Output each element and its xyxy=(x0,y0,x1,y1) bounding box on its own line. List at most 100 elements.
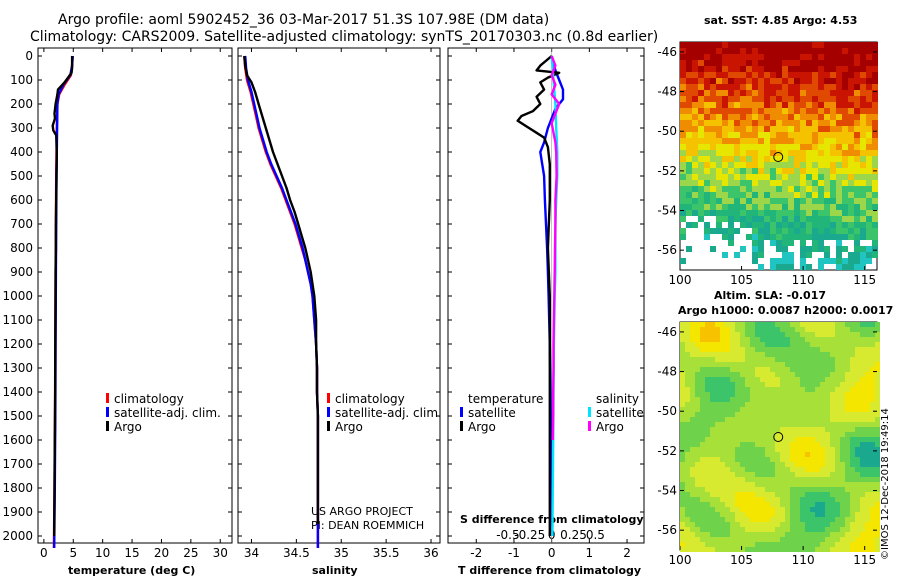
sla-cell xyxy=(700,327,705,332)
map-x-tick-label: 100 xyxy=(669,553,692,567)
sla-cell xyxy=(685,497,690,502)
sla-cell xyxy=(820,352,825,357)
sla-cell xyxy=(745,372,750,377)
sla-cell xyxy=(805,377,810,382)
sla-cell xyxy=(815,457,820,462)
sla-cell xyxy=(790,497,795,502)
sla-cell xyxy=(805,532,810,537)
sla-cell xyxy=(840,417,845,422)
sla-cell xyxy=(760,322,765,327)
sla-cell xyxy=(680,402,685,407)
sla-cell xyxy=(850,367,855,372)
sla-cell xyxy=(815,467,820,472)
sla-cell xyxy=(705,517,710,522)
sst-cell xyxy=(746,78,752,84)
sst-cell xyxy=(764,114,770,120)
sla-cell xyxy=(785,457,790,462)
sst-cell xyxy=(830,138,836,144)
sst-cell xyxy=(686,162,692,168)
salinity-legend: climatology satellite-adj. clim. Argo xyxy=(327,392,442,434)
sla-cell xyxy=(800,487,805,492)
sla-cell xyxy=(745,517,750,522)
sst-cell xyxy=(830,96,836,102)
sla-cell xyxy=(805,347,810,352)
sla-cell xyxy=(730,337,735,342)
sla-cell xyxy=(865,382,870,387)
sst-cell xyxy=(686,150,692,156)
sst-cell xyxy=(836,240,842,246)
sla-cell xyxy=(825,482,830,487)
salinity-lines xyxy=(243,55,320,548)
sla-cell xyxy=(850,527,855,532)
sla-cell xyxy=(680,427,685,432)
sst-cell xyxy=(710,192,716,198)
sla-cell xyxy=(875,327,880,332)
sla-cell xyxy=(755,352,760,357)
sst-cell xyxy=(758,108,764,114)
sst-cell xyxy=(806,216,812,222)
sst-cell xyxy=(734,78,740,84)
sla-cell xyxy=(745,407,750,412)
sst-cell xyxy=(734,120,740,126)
sst-cell xyxy=(770,108,776,114)
sla-cell xyxy=(810,387,815,392)
sla-cell xyxy=(820,382,825,387)
sla-cell xyxy=(845,357,850,362)
sla-cell xyxy=(685,472,690,477)
sst-cell xyxy=(830,198,836,204)
sla-cell xyxy=(760,407,765,412)
sla-cell xyxy=(725,517,730,522)
sla-cell xyxy=(845,462,850,467)
x-tick-label: 35.5 xyxy=(373,546,400,560)
sst-cell xyxy=(830,114,836,120)
sst-cell xyxy=(734,180,740,186)
sst-cell xyxy=(788,198,794,204)
sla-cell xyxy=(870,362,875,367)
sla-cell xyxy=(825,432,830,437)
sla-cell xyxy=(790,407,795,412)
sst-cell xyxy=(692,126,698,132)
sla-cell xyxy=(785,352,790,357)
sst-cell xyxy=(854,72,860,78)
sst-cell xyxy=(866,84,872,90)
sla-cell xyxy=(755,517,760,522)
sst-cell xyxy=(752,228,758,234)
sla-cell xyxy=(780,372,785,377)
sla-cell xyxy=(795,477,800,482)
sla-cell xyxy=(800,377,805,382)
sla-cell xyxy=(700,537,705,542)
sla-cell xyxy=(825,497,830,502)
sst-cell xyxy=(740,180,746,186)
sst-cell xyxy=(764,234,770,240)
sst-cell xyxy=(734,66,740,72)
sst-cell xyxy=(710,96,716,102)
sla-cell xyxy=(820,437,825,442)
sla-cell xyxy=(710,497,715,502)
sla-cell xyxy=(730,507,735,512)
sla-cell xyxy=(770,492,775,497)
sst-cell xyxy=(794,186,800,192)
legend-argo-swatch xyxy=(106,421,109,431)
sla-cell xyxy=(870,342,875,347)
sla-cell xyxy=(835,542,840,547)
sla-cell xyxy=(875,377,880,382)
sla-cell xyxy=(865,522,870,527)
sla-cell xyxy=(850,332,855,337)
sst-cell xyxy=(758,162,764,168)
sla-cell xyxy=(780,532,785,537)
sst-cell xyxy=(752,192,758,198)
sla-cell xyxy=(735,542,740,547)
sla-cell xyxy=(765,467,770,472)
sla-cell xyxy=(825,357,830,362)
sst-cell xyxy=(812,102,818,108)
sla-cell xyxy=(700,417,705,422)
sst-cell xyxy=(830,84,836,90)
sla-cell xyxy=(740,527,745,532)
sla-cell xyxy=(755,492,760,497)
sst-cell xyxy=(866,150,872,156)
sla-cell xyxy=(730,432,735,437)
sst-cell xyxy=(830,174,836,180)
sla-cell xyxy=(740,522,745,527)
sla-cell xyxy=(715,412,720,417)
sla-cell xyxy=(740,397,745,402)
